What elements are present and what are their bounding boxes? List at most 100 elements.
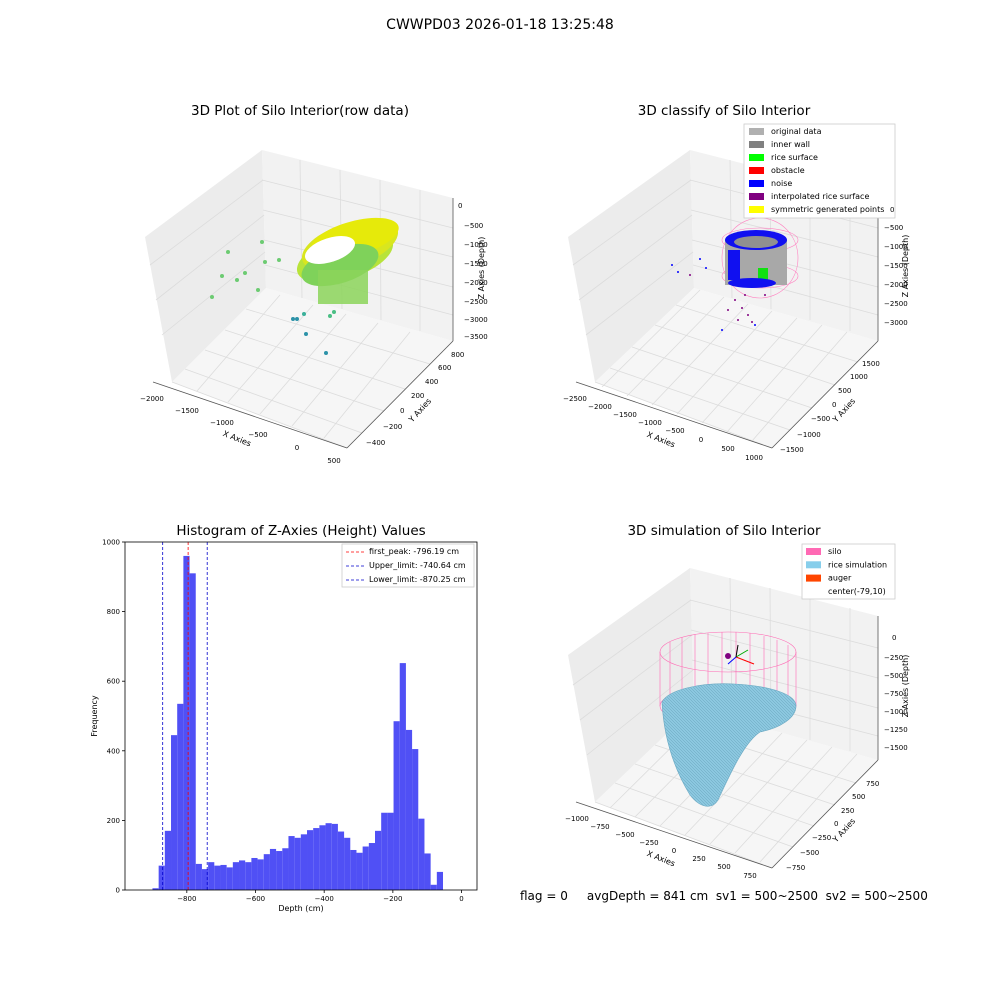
panel2-legend-label: symmetric generated points	[771, 205, 884, 214]
histogram-bar	[412, 749, 419, 890]
panel4-legend-swatch	[806, 587, 821, 595]
panel2-ylabel: Y Axies	[830, 397, 857, 425]
panel4-panes	[568, 568, 878, 868]
panel4-xtick: 500	[717, 863, 730, 871]
panel2-xticks: −2500 −2000 −1500 −1000 −500 0 500 1000	[563, 395, 763, 462]
histogram-bar	[177, 703, 184, 890]
histogram-bar	[152, 888, 159, 890]
panel4-xtick: −500	[615, 831, 634, 839]
histogram-bar	[381, 812, 388, 890]
panel4-ytick: −250	[812, 834, 831, 842]
histogram-bar	[424, 853, 431, 890]
panel1-points	[210, 217, 399, 355]
histogram-bars	[152, 555, 444, 890]
panel2-xtick: −2000	[588, 403, 612, 411]
panel2-ytick: −1500	[780, 446, 804, 454]
histogram-bar	[307, 830, 314, 890]
panel4-rice-surface	[661, 683, 797, 807]
panel4-xticks: −1000 −750 −500 −250 0 250 500 750	[565, 815, 757, 880]
histogram-xtick-label: −600	[246, 895, 265, 903]
histogram-bar	[313, 828, 320, 890]
panel1-xtick: −500	[248, 431, 267, 439]
panel1-ztick: −3000	[464, 316, 488, 324]
panel4-xtick: −250	[639, 839, 658, 847]
panel2-legend-label: interpolated rice surface	[771, 192, 869, 201]
histogram-bar	[201, 869, 209, 890]
panel4-ztick: −1500	[884, 744, 908, 752]
histogram-bar	[232, 862, 240, 890]
histogram-bar	[226, 867, 233, 890]
panel2-panes	[568, 150, 878, 448]
panel2-ytick: −500	[811, 415, 830, 423]
histogram-bar	[208, 862, 215, 890]
histogram-bar	[418, 818, 425, 890]
panel1-ztick: −2000	[464, 279, 488, 287]
histogram-ytick-label: 800	[107, 608, 120, 616]
panel4-ztick: −250	[884, 654, 903, 662]
panel1-ylabel: Y Axies	[406, 397, 433, 425]
panel4-zticks: 0 −250 −500 −750 −1000 −1250 −1500	[884, 634, 908, 752]
panel2-legend-swatch	[749, 180, 764, 187]
histogram-vlines	[162, 542, 208, 890]
histogram-bar	[368, 843, 376, 890]
panel4-ztick: −1250	[884, 726, 908, 734]
panel2-gridlines	[572, 159, 879, 449]
panel1-ztick: −500	[464, 222, 483, 230]
histogram-ytick-label: 600	[107, 678, 120, 686]
panel4-xtick: −1000	[565, 815, 589, 823]
histogram-bar	[220, 864, 227, 890]
histogram-bar	[331, 823, 338, 890]
panel1-ztick: −1500	[464, 260, 488, 268]
histogram-xtick-label: −200	[383, 895, 402, 903]
panel4-gridlines	[572, 577, 879, 869]
panel1-ytick: 0	[400, 407, 404, 415]
panel2-points	[671, 217, 799, 331]
panel2-ztick: −1500	[884, 262, 908, 270]
panel4-ylabel: Y Axies	[830, 817, 857, 845]
panel1-ztick: −1000	[464, 241, 488, 249]
panel2-legend-swatch	[749, 128, 764, 135]
histogram-bar	[325, 823, 332, 890]
histogram-bar	[251, 857, 258, 890]
panel1-axes	[152, 198, 454, 449]
histogram-bar	[282, 848, 289, 890]
histogram-bar	[195, 863, 202, 890]
panel4-axes	[575, 616, 879, 869]
panel4-silo-wireframe	[659, 631, 797, 727]
panel4-ztick: −750	[884, 690, 903, 698]
histogram-xtick-label: −400	[315, 895, 334, 903]
panel2-xtick: 500	[721, 445, 734, 453]
panel4-ztick: 0	[892, 634, 896, 642]
panel4-title: 3D simulation of Silo Interior	[627, 523, 821, 539]
panel1-gridlines	[149, 159, 454, 449]
panel2-xtick: −500	[665, 427, 684, 435]
panel4-ytick: 500	[852, 793, 865, 801]
histogram-bar	[387, 812, 394, 890]
panel4-zlabel: Z Axies (Depth)	[901, 655, 910, 718]
histogram-frame	[124, 541, 478, 891]
status-line: flag = 0 avgDepth = 841 cm sv1 = 500~250…	[520, 889, 928, 903]
panel1-ytick: −200	[383, 423, 402, 431]
histogram-bar	[337, 831, 345, 890]
histogram-bar	[257, 859, 264, 890]
panel1-ytick: 400	[425, 378, 438, 386]
panel3-title: Histogram of Z-Axies (Height) Values	[176, 523, 426, 539]
histogram-bar	[189, 573, 196, 890]
histogram-bar	[245, 862, 252, 890]
panel2-ztick: −2500	[884, 300, 908, 308]
panel2-legend-label: original data	[771, 127, 822, 136]
histogram-bar	[375, 830, 382, 890]
panel2-legend-label: inner wall	[771, 140, 810, 149]
panel2-legend-swatch	[749, 154, 764, 161]
panel4-xtick: 750	[743, 872, 756, 880]
histogram-xlabel: Depth (cm)	[278, 904, 323, 913]
panel2-xlabel: X Axies	[646, 430, 677, 449]
panel2-xtick: −2500	[563, 395, 587, 403]
panel2-ztick: −3000	[884, 319, 908, 327]
histogram-bar	[239, 860, 246, 890]
histogram-bar	[276, 851, 283, 890]
panel2-ztick: −1000	[884, 243, 908, 251]
panel1-ytick: 600	[438, 364, 451, 372]
